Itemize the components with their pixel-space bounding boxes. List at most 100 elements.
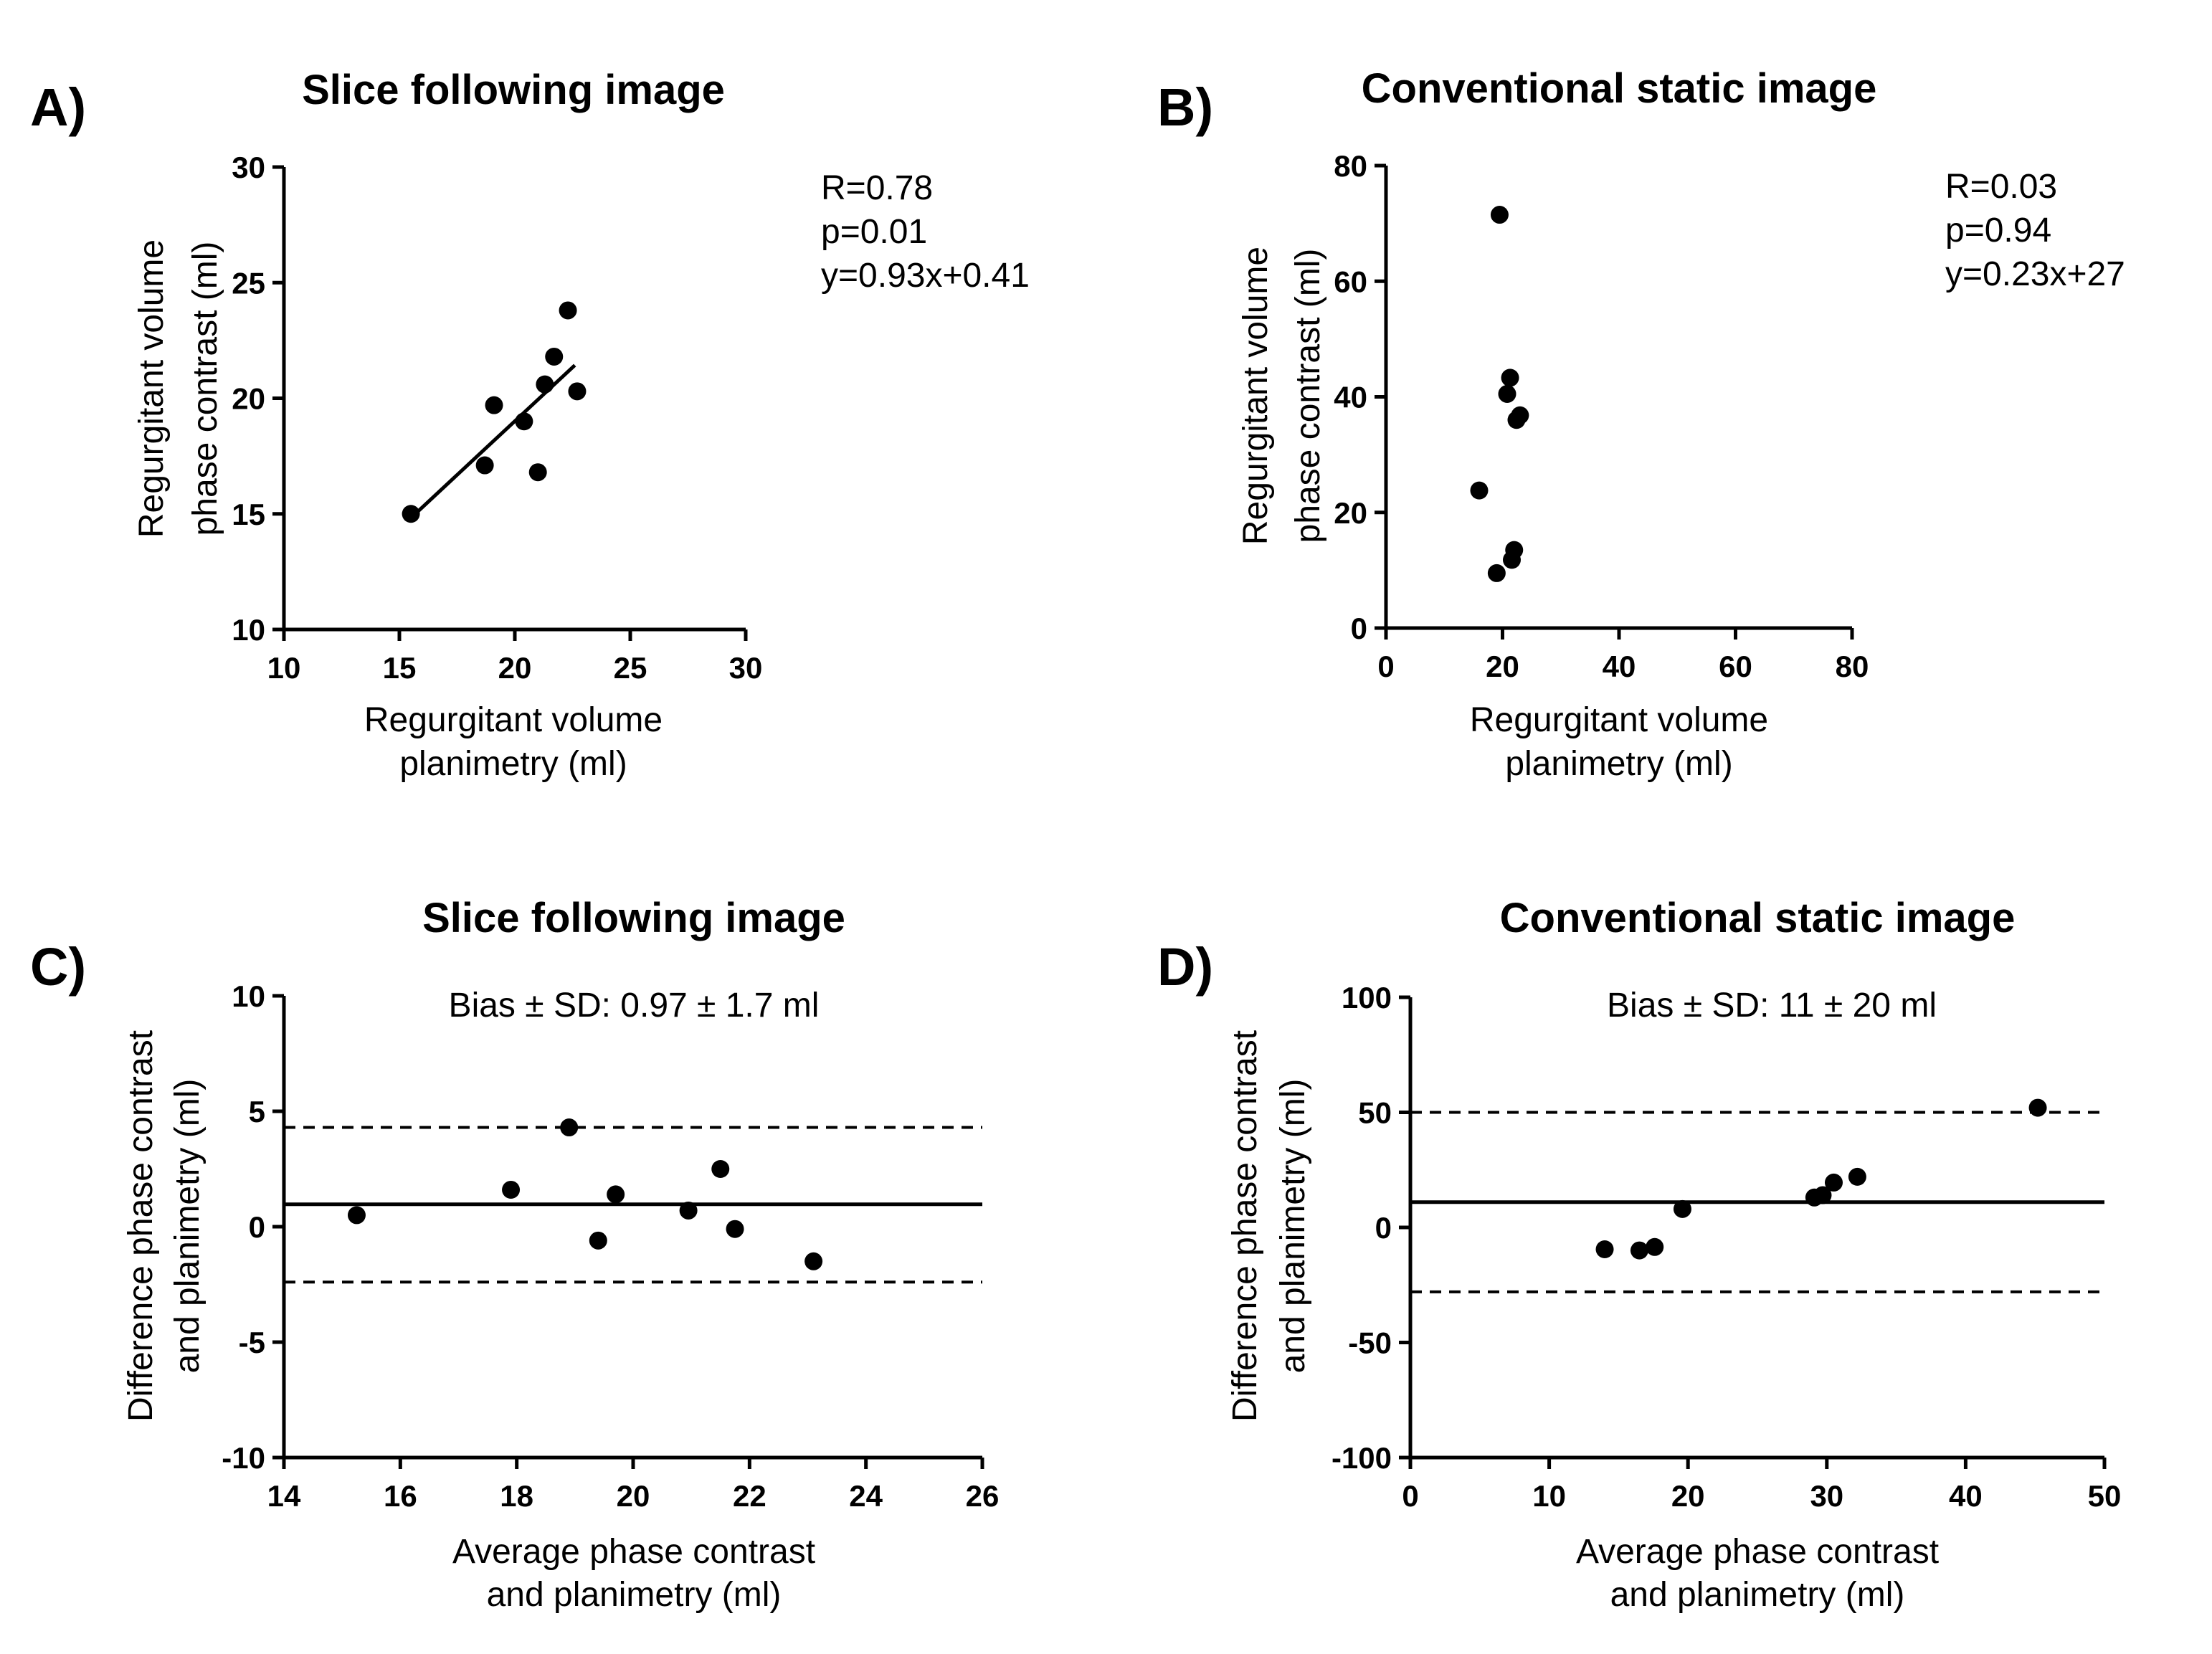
- data-point: [559, 301, 577, 320]
- x-axis-label: planimetry (ml): [1505, 745, 1732, 783]
- chart-title: Conventional static image: [1362, 65, 1877, 112]
- y-tick-label: 50: [1358, 1096, 1392, 1130]
- data-point: [1595, 1240, 1614, 1258]
- data-point: [402, 505, 420, 523]
- chart-panel-d: D) Conventional static image 0 10 20 30 40 50 -1…: [1157, 895, 2121, 1614]
- stats-annotation: Bias ± SD: 0.97 ± 1.7 ml: [449, 987, 820, 1025]
- data-point: [1470, 481, 1489, 500]
- chart-title: Slice following image: [422, 895, 845, 941]
- data-point: [347, 1206, 366, 1225]
- data-point: [536, 375, 554, 394]
- x-tick-label: 20: [617, 1479, 650, 1513]
- x-tick-label: 25: [614, 651, 647, 685]
- x-tick-label: 24: [849, 1479, 883, 1513]
- y-axis-label: phase contrast (ml): [186, 242, 224, 536]
- data-point: [1630, 1241, 1648, 1260]
- chart-panel-a: A) Slice following image 10 15 20 25 30 10 15 20 2…: [30, 67, 1030, 783]
- x-tick-label: 20: [1671, 1479, 1705, 1513]
- x-tick-label: 80: [1836, 650, 1869, 683]
- data-point: [1487, 564, 1506, 582]
- data-point: [1501, 369, 1519, 387]
- y-axis-label: Regurgitant volume: [1237, 247, 1275, 545]
- panel-letter: C): [30, 937, 86, 997]
- y-tick-label: 100: [1342, 981, 1392, 1014]
- x-axis-label: Average phase contrast: [1576, 1533, 1939, 1571]
- y-axis-label: and planimetry (ml): [168, 1079, 207, 1374]
- stats-annotation: Bias ± SD: 11 ± 20 ml: [1607, 987, 1937, 1025]
- data-point: [475, 456, 494, 475]
- data-point: [515, 412, 533, 431]
- data-point: [2028, 1098, 2047, 1117]
- x-tick-label: 0: [1402, 1479, 1418, 1513]
- data-point: [679, 1201, 698, 1220]
- data-point: [560, 1118, 579, 1137]
- y-tick-label: 40: [1334, 381, 1367, 414]
- data-point: [545, 347, 564, 366]
- data-point: [1503, 551, 1521, 569]
- data-point: [1646, 1237, 1664, 1256]
- x-tick-label: 16: [384, 1479, 417, 1513]
- y-tick-label: 0: [249, 1210, 265, 1244]
- x-tick-label: 50: [2088, 1479, 2122, 1513]
- x-tick-label: 40: [1949, 1479, 1983, 1513]
- chart-panel-b: B) Conventional static image 0 20 40 60 80 0 20 4…: [1157, 65, 2125, 783]
- y-axis-label: Difference phase contrast: [122, 1030, 160, 1422]
- y-axis-label: and planimetry (ml): [1274, 1079, 1312, 1374]
- y-tick-label: 80: [1334, 149, 1367, 183]
- data-point: [589, 1231, 607, 1250]
- panel-letter: A): [30, 77, 86, 137]
- data-point: [1673, 1199, 1691, 1218]
- data-point: [1824, 1173, 1843, 1192]
- data-point: [528, 463, 547, 482]
- data-point: [711, 1160, 730, 1178]
- y-tick-label: 30: [232, 151, 265, 184]
- x-tick-label: 14: [267, 1479, 301, 1513]
- y-tick-label: 0: [1351, 612, 1367, 645]
- x-tick-label: 10: [1532, 1479, 1566, 1513]
- y-tick-label: 15: [232, 498, 265, 531]
- data-point: [1848, 1167, 1866, 1186]
- x-tick-label: 60: [1719, 650, 1752, 683]
- data-point: [1490, 206, 1509, 224]
- y-tick-label: 25: [232, 266, 265, 300]
- data-point: [1813, 1186, 1832, 1204]
- x-tick-label: 30: [1810, 1479, 1843, 1513]
- data-point: [485, 396, 503, 414]
- stats-annotation: R=0.78: [821, 169, 933, 207]
- x-axis-label: Regurgitant volume: [1470, 701, 1768, 739]
- y-axis-label: phase contrast (ml): [1289, 249, 1327, 543]
- panel-letter: B): [1157, 77, 1213, 137]
- y-tick-label: 5: [249, 1095, 265, 1128]
- chart-panel-c: C) Slice following image 14 16 18 20 22 24 26 -10…: [30, 895, 999, 1614]
- y-axis-label: Difference phase contrast: [1226, 1030, 1264, 1422]
- panel-letter: D): [1157, 937, 1213, 997]
- x-tick-label: 40: [1603, 650, 1636, 683]
- data-point: [804, 1252, 823, 1270]
- y-tick-label: 60: [1334, 265, 1367, 298]
- y-tick-label: 10: [232, 979, 265, 1013]
- x-tick-label: 20: [1486, 650, 1519, 683]
- data-point: [568, 382, 587, 401]
- y-tick-label: -10: [222, 1441, 265, 1475]
- chart-title: Slice following image: [302, 67, 725, 113]
- y-tick-label: 20: [232, 382, 265, 416]
- data-point: [726, 1220, 744, 1238]
- x-tick-label: 18: [500, 1479, 533, 1513]
- x-tick-label: 15: [383, 651, 417, 685]
- x-tick-label: 20: [498, 651, 532, 685]
- x-axis-label: Regurgitant volume: [364, 701, 663, 739]
- x-tick-label: 22: [733, 1479, 766, 1513]
- x-axis-label: and planimetry (ml): [1610, 1576, 1905, 1614]
- stats-annotation: p=0.94: [1945, 211, 2051, 249]
- x-tick-label: 26: [966, 1479, 1000, 1513]
- data-point: [502, 1180, 521, 1199]
- x-axis-label: and planimetry (ml): [487, 1576, 782, 1614]
- y-tick-label: 20: [1334, 496, 1367, 530]
- x-tick-label: 0: [1377, 650, 1394, 683]
- y-tick-label: 10: [232, 613, 265, 647]
- x-tick-label: 10: [267, 651, 301, 685]
- stats-annotation: p=0.01: [821, 213, 927, 251]
- y-tick-label: -100: [1332, 1441, 1392, 1475]
- data-point: [607, 1185, 625, 1204]
